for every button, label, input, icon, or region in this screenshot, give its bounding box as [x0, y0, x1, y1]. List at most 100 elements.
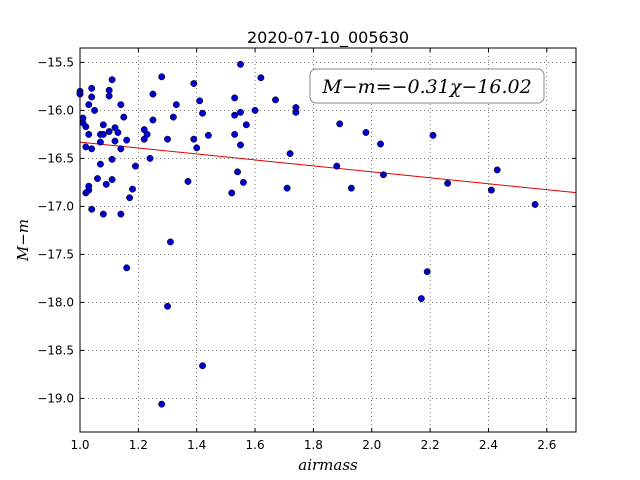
- data-point: [242, 121, 250, 129]
- x-tick-label: 2.0: [362, 438, 381, 452]
- data-point: [336, 120, 344, 128]
- data-point: [99, 210, 107, 218]
- data-point: [417, 295, 425, 303]
- data-point: [237, 108, 244, 116]
- data-point: [105, 86, 113, 94]
- data-point: [85, 130, 93, 138]
- data-points: [76, 60, 539, 408]
- data-point: [184, 177, 192, 185]
- data-point: [146, 154, 154, 162]
- data-point: [164, 302, 171, 310]
- data-point: [88, 205, 96, 213]
- data-point: [149, 116, 157, 124]
- data-point: [199, 109, 206, 117]
- data-point: [231, 111, 239, 119]
- data-point: [347, 184, 355, 192]
- data-point: [257, 74, 265, 82]
- data-point: [105, 128, 113, 135]
- data-point: [82, 123, 90, 131]
- data-point: [423, 268, 431, 276]
- data-point: [228, 189, 236, 197]
- data-point: [117, 210, 125, 218]
- data-point: [283, 184, 291, 192]
- data-point: [204, 131, 212, 139]
- y-tick-label: −17.5: [37, 247, 74, 261]
- annotation-box: [309, 68, 545, 104]
- data-point: [126, 194, 134, 202]
- data-point: [96, 160, 104, 168]
- data-point: [286, 150, 294, 158]
- fit-line-group: [79, 141, 577, 194]
- data-point: [99, 121, 107, 129]
- x-axis-label: airmass: [298, 456, 358, 474]
- data-point: [190, 80, 198, 87]
- data-point: [102, 180, 110, 188]
- data-point: [82, 143, 90, 151]
- data-point: [91, 106, 99, 114]
- y-tick-label: −18.0: [37, 295, 74, 309]
- data-point: [131, 162, 139, 170]
- data-point: [149, 90, 157, 98]
- data-point: [493, 166, 501, 174]
- equation-annotation: M−m=−0.31χ−16.02: [309, 68, 545, 104]
- data-point: [120, 113, 128, 121]
- y-tick-label: −15.5: [37, 55, 74, 69]
- data-point: [239, 178, 247, 186]
- y-tick-label: −16.0: [37, 103, 74, 117]
- data-point: [172, 101, 180, 109]
- y-tick-label: −16.5: [37, 151, 74, 165]
- data-point: [123, 136, 131, 144]
- data-point: [231, 130, 239, 138]
- data-point: [108, 176, 116, 183]
- data-point: [169, 113, 177, 121]
- data-point: [99, 130, 107, 138]
- data-point: [193, 144, 201, 152]
- data-point: [251, 106, 259, 114]
- data-point: [377, 140, 384, 148]
- plot-frame: [79, 47, 577, 433]
- data-point: [379, 171, 387, 179]
- x-tick-label: 1.6: [246, 438, 265, 452]
- data-point: [117, 101, 125, 109]
- data-point: [272, 96, 279, 104]
- data-point: [114, 129, 122, 136]
- data-point: [111, 137, 119, 145]
- data-point: [88, 145, 96, 153]
- x-tick-label: 2.4: [479, 438, 498, 452]
- data-point: [158, 400, 166, 408]
- x-tick-label: 1.8: [304, 438, 323, 452]
- data-point: [429, 131, 437, 139]
- data-point: [158, 73, 166, 81]
- data-point: [105, 92, 113, 100]
- data-point: [292, 104, 300, 111]
- data-point: [117, 145, 125, 153]
- data-point: [531, 201, 539, 208]
- data-point: [85, 101, 93, 109]
- data-point: [199, 362, 206, 370]
- y-tick-label: −18.5: [37, 343, 74, 357]
- y-tick-label: −17.0: [37, 199, 74, 213]
- data-point: [88, 93, 96, 101]
- data-point: [196, 97, 204, 105]
- data-point: [333, 162, 341, 170]
- data-point: [444, 179, 452, 187]
- x-tick-label: 2.2: [421, 438, 440, 452]
- data-point: [85, 182, 93, 190]
- data-point: [96, 138, 104, 146]
- x-tick-label: 1.4: [187, 438, 206, 452]
- data-point: [237, 60, 244, 68]
- data-point: [164, 135, 171, 143]
- data-point: [143, 130, 151, 138]
- data-point: [362, 129, 370, 136]
- annotation-text: M−m=−0.31χ−16.02: [321, 76, 531, 98]
- y-axis-label: M−m: [14, 219, 32, 262]
- data-point: [123, 264, 131, 272]
- data-point: [88, 84, 96, 92]
- x-tick-label: 2.6: [537, 438, 556, 452]
- data-point: [190, 135, 198, 143]
- x-tick-label: 1.2: [129, 438, 148, 452]
- data-point: [129, 185, 136, 193]
- data-point: [108, 155, 116, 163]
- data-point: [108, 76, 116, 84]
